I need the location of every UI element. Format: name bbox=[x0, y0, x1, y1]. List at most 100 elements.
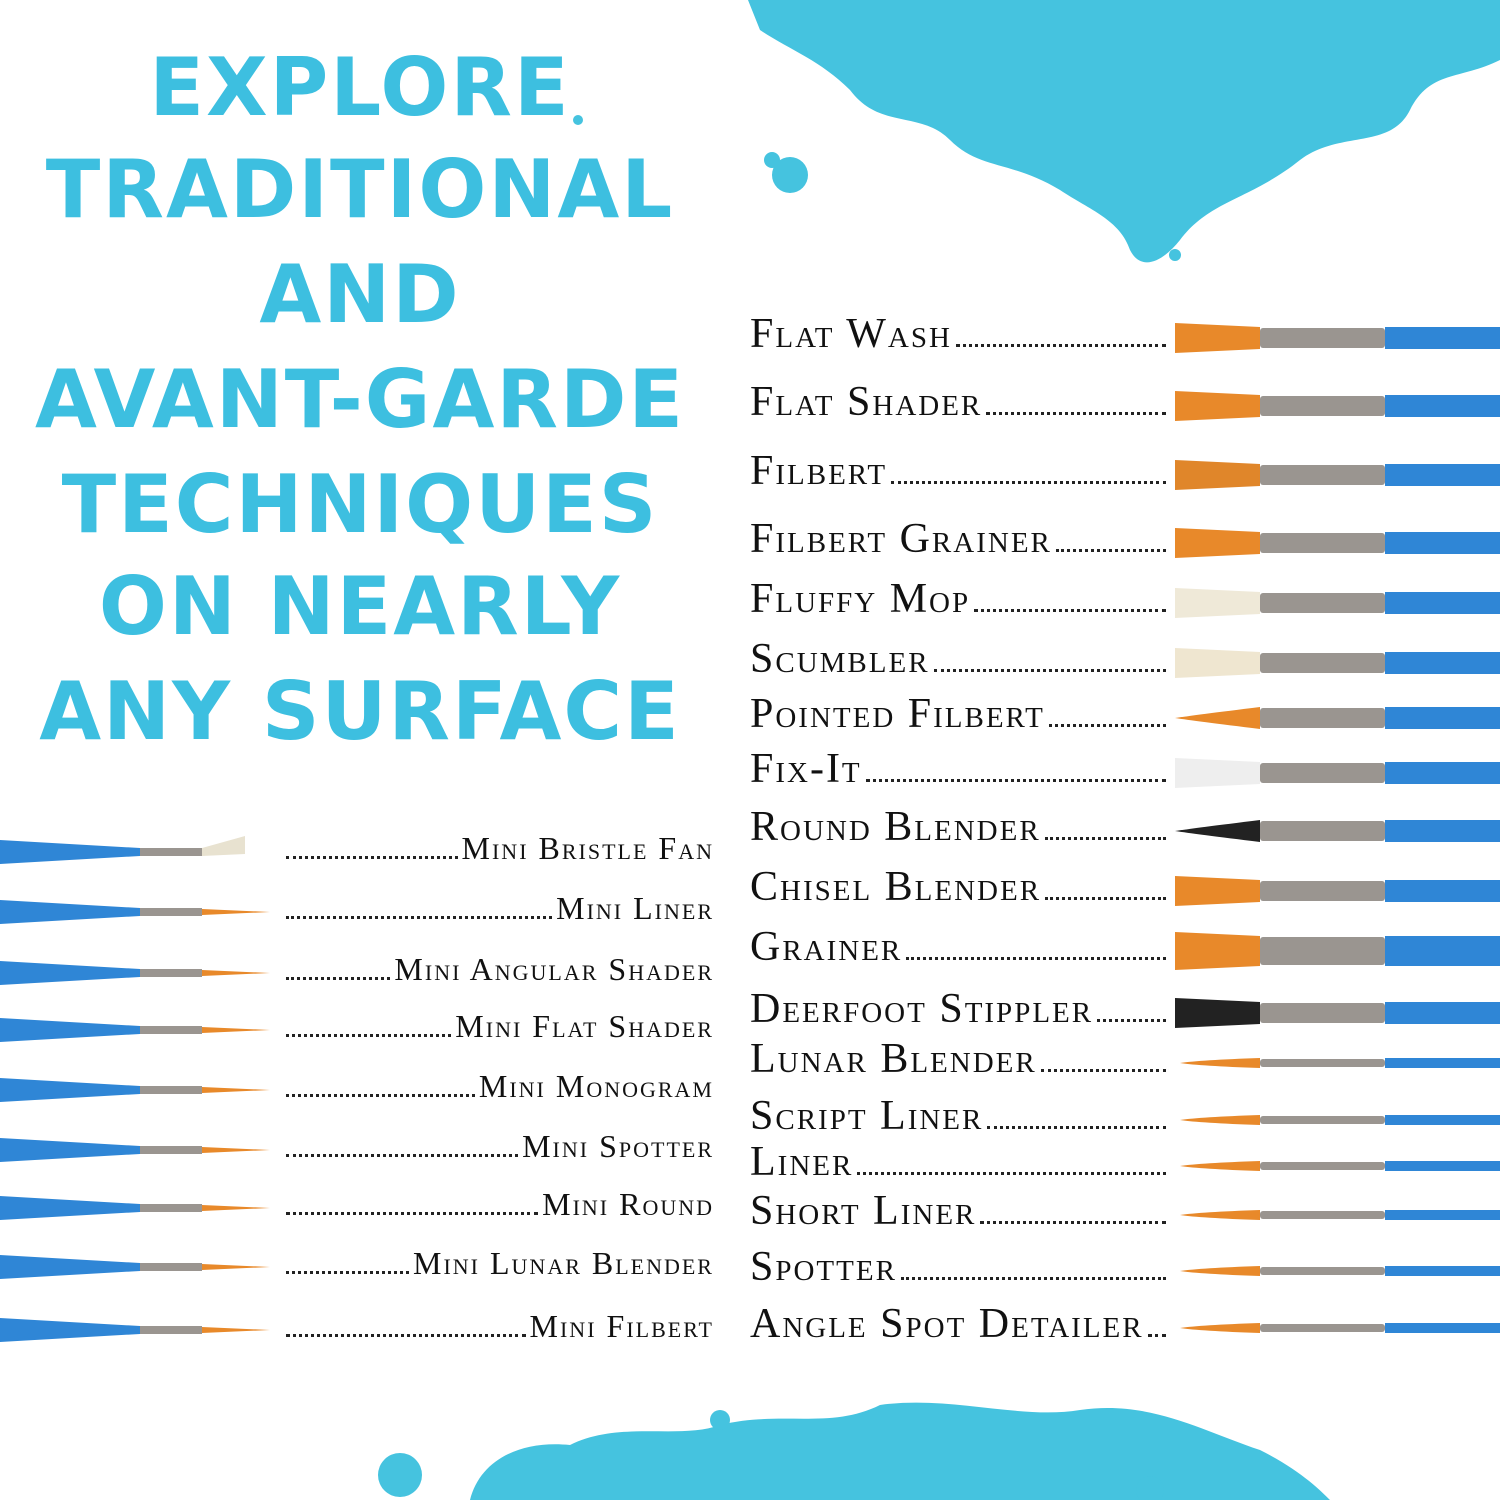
brush-tip bbox=[202, 1327, 270, 1333]
brush-handle bbox=[1385, 652, 1500, 674]
brush-ferrule bbox=[1260, 763, 1385, 783]
brush-tip bbox=[202, 1205, 270, 1211]
brush-name: Short Liner bbox=[750, 1188, 977, 1234]
headline-line: ANY SURFACE bbox=[39, 665, 681, 758]
brush bbox=[1175, 758, 1500, 788]
paint-splash-top bbox=[748, 0, 1500, 263]
brush-handle bbox=[1385, 1115, 1500, 1125]
brush-ferrule bbox=[140, 1026, 202, 1034]
brush-tip bbox=[1175, 932, 1260, 970]
dot-leader bbox=[857, 1172, 1166, 1175]
mini-brush-name: Mini Filbert bbox=[529, 1308, 714, 1344]
brush-tip bbox=[1175, 528, 1260, 558]
dot-leader bbox=[980, 1221, 1166, 1224]
dot-leader bbox=[286, 1334, 526, 1337]
brush-name: Filbert Grainer bbox=[750, 516, 1052, 562]
dot-leader bbox=[955, 344, 1166, 347]
brush bbox=[1175, 876, 1500, 906]
mini-brush-row: Mini Monogram bbox=[282, 1068, 714, 1105]
brush-handle bbox=[0, 1318, 140, 1342]
brush-row: Round Blender bbox=[750, 803, 1170, 851]
brush-handle bbox=[0, 1255, 140, 1279]
headline-line: AND bbox=[259, 248, 461, 341]
brush-name: Round Blender bbox=[750, 804, 1041, 850]
brush-handle bbox=[0, 961, 140, 985]
brush-ferrule bbox=[1260, 708, 1385, 728]
mini-brush-name: Mini Bristle Fan bbox=[461, 830, 714, 866]
brush-tip bbox=[1175, 391, 1260, 421]
dot-leader bbox=[974, 609, 1166, 612]
dot-leader bbox=[1040, 1069, 1166, 1072]
brush-tip bbox=[1175, 998, 1260, 1028]
mini-brush-name: Mini Angular Shader bbox=[394, 951, 714, 987]
paint-drop bbox=[764, 152, 780, 168]
brush-name: Flat Shader bbox=[750, 379, 983, 425]
paint-drop bbox=[573, 115, 583, 125]
brush-ferrule bbox=[1260, 1211, 1385, 1219]
dot-leader bbox=[286, 1094, 475, 1097]
brush bbox=[1175, 998, 1500, 1028]
paint-drop bbox=[1136, 1476, 1164, 1500]
brush-ferrule bbox=[140, 1146, 202, 1154]
brush-row: Filbert bbox=[750, 447, 1170, 495]
paint-splash-bottom bbox=[470, 1402, 1330, 1500]
brush-tip bbox=[202, 836, 245, 856]
brush-row: Deerfoot Stippler bbox=[750, 985, 1170, 1033]
brush bbox=[1175, 528, 1500, 558]
brush-handle bbox=[1385, 762, 1500, 784]
brush-row: Script Liner bbox=[750, 1092, 1170, 1140]
brush-name: Filbert bbox=[750, 448, 888, 494]
dot-leader bbox=[1147, 1334, 1166, 1337]
brush-ferrule bbox=[140, 1086, 202, 1094]
paint-drop bbox=[710, 1410, 730, 1430]
mini-brush-row: Mini Spotter bbox=[282, 1128, 714, 1165]
mini-brush-row: Mini Flat Shader bbox=[282, 1008, 714, 1045]
mini-brush bbox=[0, 961, 270, 985]
brush-handle bbox=[1385, 327, 1500, 349]
brush-handle bbox=[0, 1018, 140, 1042]
brush-name: Fluffy Mop bbox=[750, 576, 971, 622]
dot-leader bbox=[286, 1212, 539, 1215]
brush-ferrule bbox=[140, 1263, 202, 1271]
brush-ferrule bbox=[1260, 396, 1385, 416]
brush-tip bbox=[1180, 1161, 1260, 1171]
brush-tip bbox=[1175, 460, 1260, 490]
brush-row: Scumbler bbox=[750, 635, 1170, 683]
brush bbox=[1175, 460, 1500, 490]
brush-handle bbox=[1385, 880, 1500, 902]
brush-handle bbox=[1385, 592, 1500, 614]
brush-name: Lunar Blender bbox=[750, 1036, 1037, 1082]
mini-brush bbox=[0, 1018, 270, 1042]
dot-leader bbox=[891, 481, 1166, 484]
dot-leader bbox=[906, 957, 1166, 960]
brush-handle bbox=[1385, 464, 1500, 486]
brush-ferrule bbox=[1260, 1267, 1385, 1275]
brush-ferrule bbox=[1260, 465, 1385, 485]
brush bbox=[1175, 391, 1500, 421]
brush-tip bbox=[202, 909, 270, 915]
dot-leader bbox=[900, 1277, 1166, 1280]
brush-handle bbox=[1385, 1058, 1500, 1068]
brush-handle bbox=[0, 1196, 140, 1220]
brush-tip bbox=[1180, 1323, 1260, 1333]
mini-brush bbox=[0, 1078, 270, 1102]
dot-leader bbox=[286, 977, 391, 980]
brush bbox=[1180, 1323, 1500, 1333]
brush-name: Script Liner bbox=[750, 1093, 984, 1139]
brush-name: Flat Wash bbox=[750, 311, 952, 357]
brush bbox=[1180, 1058, 1500, 1068]
brush-row: Fix-It bbox=[750, 745, 1170, 793]
brush-ferrule bbox=[140, 848, 202, 856]
paint-drop bbox=[378, 1453, 422, 1497]
brush bbox=[1175, 323, 1500, 353]
brush-handle bbox=[0, 840, 140, 864]
brush-handle bbox=[1385, 707, 1500, 729]
brush-row: Liner bbox=[750, 1138, 1170, 1186]
brush bbox=[1175, 707, 1500, 729]
dot-leader bbox=[1097, 1019, 1166, 1022]
brush-ferrule bbox=[1260, 328, 1385, 348]
brush-row: Spotter bbox=[750, 1243, 1170, 1291]
mini-brush bbox=[0, 1138, 270, 1162]
